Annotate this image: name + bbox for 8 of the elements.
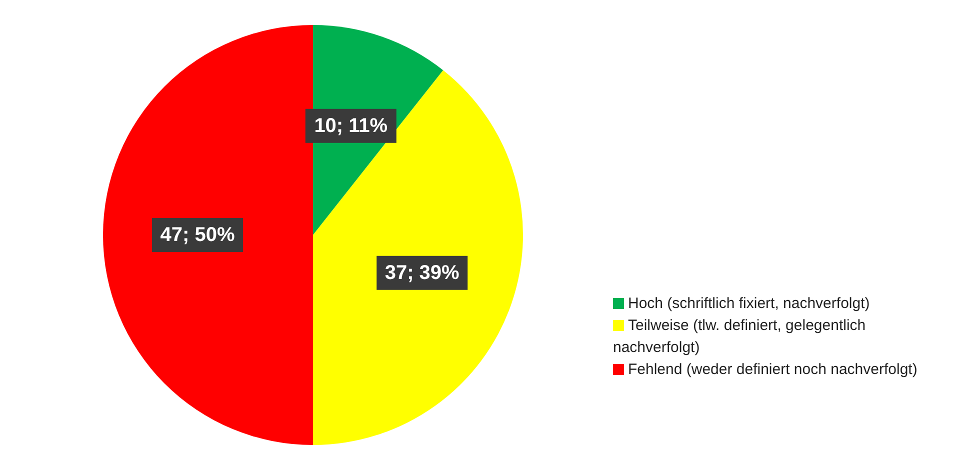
legend-label: Teilweise (tlw. definiert, gelegentlich nachverfolgt) (613, 317, 866, 356)
pie-slice (313, 70, 523, 445)
legend-label: Fehlend (weder definiert noch nachverfolgt) (628, 361, 918, 378)
data-label: 37; 39% (384, 262, 460, 284)
data-label: 47; 50% (160, 224, 235, 246)
data-label: 10; 11% (314, 114, 388, 137)
pie-slice (103, 25, 313, 445)
legend-label: Hoch (schriftlich fixiert, nachverfolgt) (628, 295, 870, 312)
